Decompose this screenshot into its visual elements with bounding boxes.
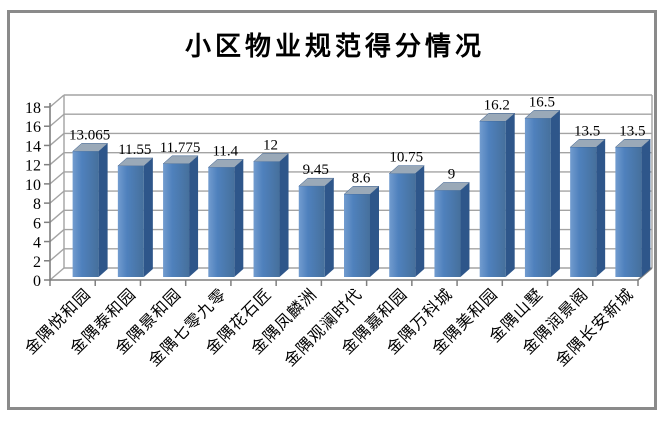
left-wall-line [49, 171, 65, 185]
bar [253, 161, 280, 277]
left-wall-line [49, 190, 65, 204]
bar [298, 186, 325, 277]
bar-value-label: 13.5 [574, 123, 600, 139]
bar-side-face [189, 155, 199, 277]
bar-side-face [505, 113, 515, 277]
bar [389, 173, 416, 277]
left-wall-line [49, 267, 65, 281]
bar-value-label: 13.5 [619, 123, 645, 139]
bar [117, 165, 144, 277]
bar-value-label: 16.2 [484, 97, 510, 113]
y-axis-label: 4 [33, 235, 41, 252]
x-axis-label: 金隅长安新城 [552, 285, 637, 370]
x-axis-label: 金隅七零九零 [145, 285, 230, 370]
left-wall-line [49, 229, 65, 243]
bar-value-label: 10.75 [389, 150, 423, 166]
bar [570, 147, 597, 277]
y-axis-label: 6 [33, 215, 41, 232]
bar-value-label: 8.6 [352, 170, 371, 186]
left-wall-line [49, 209, 65, 223]
bar-side-face [324, 178, 334, 277]
left-wall-line [49, 132, 65, 146]
x-axis-label: 金隅观澜时代 [281, 285, 366, 370]
bar [434, 190, 461, 277]
bar-side-face [596, 139, 606, 277]
bar-value-label: 12 [263, 138, 278, 154]
left-wall-line [49, 152, 65, 166]
bar [72, 151, 99, 277]
bar [163, 163, 190, 277]
bar [208, 167, 235, 277]
bar-value-label: 9 [448, 167, 456, 183]
bar-side-face [98, 143, 108, 277]
y-axis-label: 0 [33, 273, 41, 290]
bar-value-label: 16.5 [529, 94, 555, 110]
bar-side-face [370, 186, 379, 277]
bar-value-label: 11.55 [118, 142, 151, 158]
bar-side-face [550, 110, 560, 278]
bar-side-face [460, 182, 470, 277]
bar-value-label: 9.45 [303, 162, 329, 178]
y-axis-label: 14 [25, 138, 41, 155]
bar-side-face [279, 153, 289, 277]
left-wall-line [49, 248, 65, 262]
bar [344, 194, 370, 277]
bar-value-label: 11.775 [160, 140, 201, 156]
bar-side-face [415, 165, 425, 277]
floor-right-edge [637, 267, 653, 281]
y-axis-label: 16 [25, 119, 41, 136]
bar-side-face [143, 157, 153, 277]
y-axis-label: 2 [33, 254, 41, 271]
bar-value-label: 13.065 [69, 127, 110, 143]
y-axis-label: 10 [25, 177, 41, 194]
bar [524, 118, 551, 278]
y-axis-label: 8 [33, 196, 41, 213]
bar-side-face [641, 139, 651, 277]
left-wall-line [49, 113, 65, 127]
y-axis-label: 12 [25, 158, 41, 175]
bar-value-label: 11.4 [212, 143, 238, 159]
bar [615, 147, 642, 277]
left-wall-line [49, 94, 65, 108]
y-axis-label: 18 [25, 100, 41, 117]
bar-side-face [234, 159, 244, 277]
bar [479, 121, 506, 277]
chart-title: 小区物业规范得分情况 [184, 32, 485, 61]
